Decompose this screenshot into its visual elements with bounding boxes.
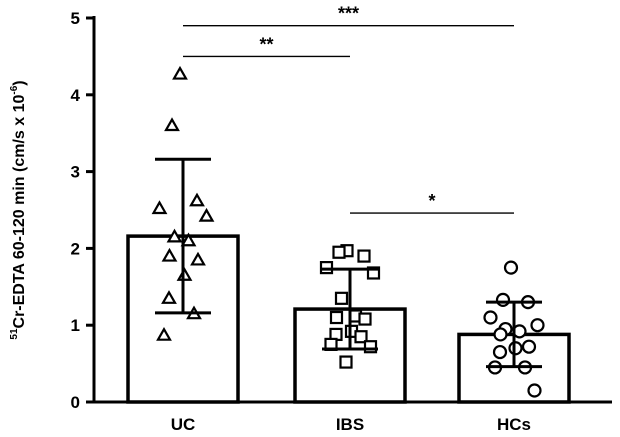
svg-text:51Cr-EDTA 60-120 min (cm/s x: 51Cr-EDTA 60-120 min (cm/s x 10-6) <box>9 80 28 339</box>
y-tick-label: 2 <box>71 239 80 258</box>
data-point-uc <box>198 207 215 222</box>
y-axis-label-close: ) <box>11 80 28 85</box>
x-category-label: IBS <box>336 415 364 434</box>
data-point-ibs <box>358 312 372 326</box>
data-point-hcs <box>530 318 545 333</box>
x-category-label: UC <box>171 415 196 434</box>
significance-label: * <box>428 191 435 211</box>
significance-label: ** <box>259 34 273 54</box>
significance-label: *** <box>338 4 359 24</box>
data-point-hcs <box>527 383 542 398</box>
data-point-ibs <box>334 291 349 305</box>
y-axis-label-main: Cr-EDTA 60-120 min (cm/s x 10 <box>11 95 28 329</box>
data-point-uc <box>156 326 172 341</box>
data-point-ibs <box>366 266 381 280</box>
data-point-hcs <box>493 327 508 342</box>
data-point-ibs <box>357 249 371 263</box>
data-point-uc <box>190 251 206 266</box>
data-point-uc <box>172 65 188 80</box>
y-tick-label: 5 <box>71 9 80 28</box>
y-tick-label: 4 <box>71 86 81 105</box>
data-point-uc <box>166 228 183 243</box>
x-category-label: HCs <box>497 415 531 434</box>
y-tick-label: 1 <box>71 316 80 335</box>
data-point-hcs <box>503 260 519 275</box>
data-point-hcs <box>495 292 511 307</box>
y-tick-label: 0 <box>71 393 80 412</box>
data-point-ibs <box>329 310 344 325</box>
data-point-uc <box>151 200 168 215</box>
y-axis-label: 51Cr-EDTA 60-120 min (cm/s x 10-6) <box>9 80 28 339</box>
data-point-uc <box>161 247 178 262</box>
data-point-uc <box>180 232 197 247</box>
data-point-hcs <box>483 310 498 325</box>
data-point-uc <box>189 192 205 207</box>
data-point-ibs <box>363 340 378 354</box>
data-point-uc <box>164 117 180 132</box>
data-point-hcs <box>521 339 537 354</box>
data-point-ibs <box>339 355 353 369</box>
y-tick-label: 3 <box>71 163 80 182</box>
data-point-hcs <box>492 344 508 360</box>
data-point-ibs <box>354 330 368 344</box>
data-point-ibs <box>332 245 346 259</box>
y-axis-label-superscript: 51 <box>9 328 20 340</box>
data-point-ibs <box>319 261 334 275</box>
y-axis-label-exponent: -6 <box>9 85 20 94</box>
data-point-uc <box>161 290 177 304</box>
